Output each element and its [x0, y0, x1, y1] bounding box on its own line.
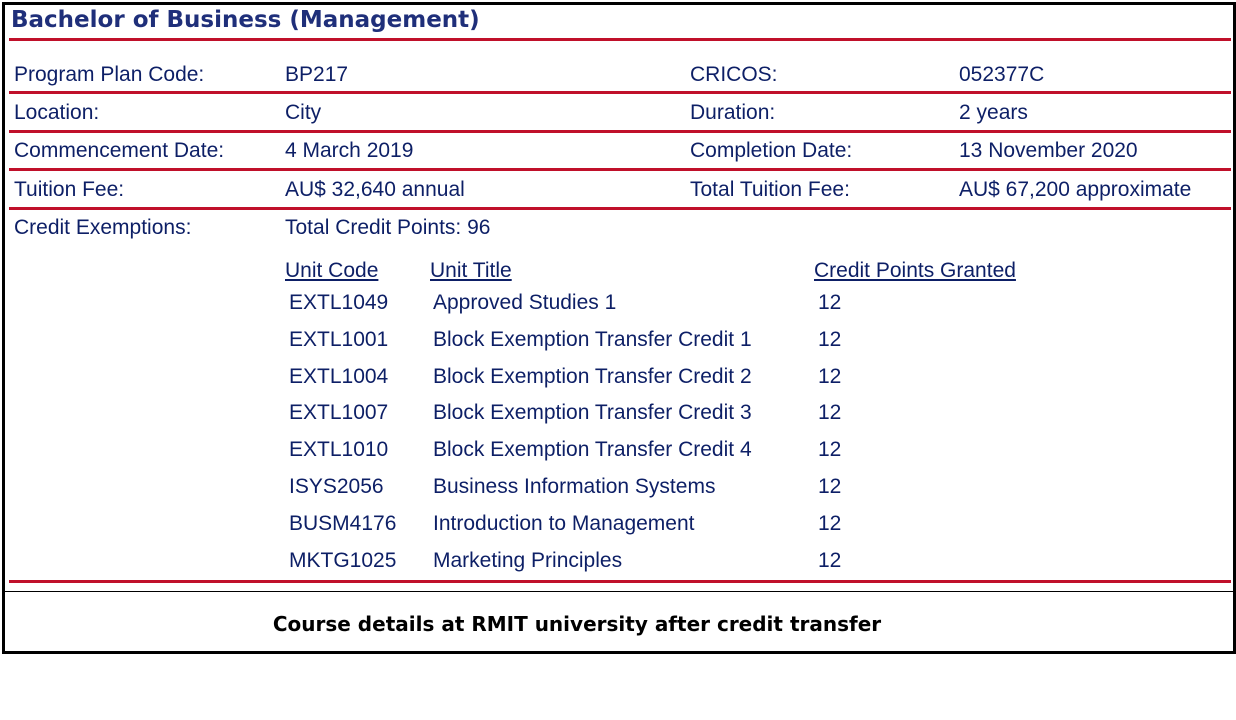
row-rule: [9, 91, 1231, 94]
unit-code: MKTG1025: [289, 549, 397, 572]
field-value-location: City: [285, 101, 322, 124]
unit-title: Introduction to Management: [433, 512, 695, 535]
document-title: Bachelor of Business (Management): [11, 7, 480, 33]
unit-title: Block Exemption Transfer Credit 3: [433, 401, 752, 424]
unit-code: BUSM4176: [289, 512, 397, 535]
bottom-rule: [9, 580, 1231, 583]
row-rule: [9, 168, 1231, 171]
field-value-total-tuition-fee: AU$ 67,200 approximate: [959, 178, 1192, 201]
unit-code: EXTL1010: [289, 438, 389, 461]
field-value-commencement-date: 4 March 2019: [285, 139, 414, 162]
column-header-unit-code: Unit Code: [285, 259, 379, 282]
unit-title: Business Information Systems: [433, 475, 716, 498]
unit-credit-points: 12: [818, 549, 842, 572]
field-value-completion-date: 13 November 2020: [959, 139, 1138, 162]
unit-credit-points: 12: [818, 438, 842, 461]
unit-title: Block Exemption Transfer Credit 2: [433, 365, 752, 388]
course-document: Bachelor of Business (Management) Progra…: [2, 2, 1236, 595]
field-label-duration: Duration:: [690, 101, 776, 124]
unit-code: ISYS2056: [289, 475, 384, 498]
title-rule: [9, 38, 1231, 41]
field-label-location: Location:: [14, 101, 100, 124]
unit-code: EXTL1001: [289, 328, 389, 351]
field-label-program-plan-code: Program Plan Code:: [14, 63, 205, 86]
unit-code: EXTL1004: [289, 365, 389, 388]
field-label-tuition-fee: Tuition Fee:: [14, 178, 125, 201]
figure-caption: Course details at RMIT university after …: [272, 612, 882, 636]
unit-credit-points: 12: [818, 328, 842, 351]
unit-code: EXTL1049: [289, 291, 389, 314]
unit-credit-points: 12: [818, 475, 842, 498]
unit-credit-points: 12: [818, 365, 842, 388]
field-label-cricos: CRICOS:: [690, 63, 778, 86]
caption-box: Course details at RMIT university after …: [2, 592, 1236, 654]
unit-title: Block Exemption Transfer Credit 1: [433, 328, 752, 351]
row-rule: [9, 207, 1231, 210]
unit-credit-points: 12: [818, 512, 842, 535]
field-value-program-plan-code: BP217: [285, 63, 349, 86]
unit-title: Approved Studies 1: [433, 291, 617, 314]
column-header-credit-points: Credit Points Granted: [814, 259, 1016, 282]
field-value-duration: 2 years: [959, 101, 1028, 124]
unit-credit-points: 12: [818, 291, 842, 314]
field-value-cricos: 052377C: [959, 63, 1045, 86]
field-label-completion-date: Completion Date:: [690, 139, 853, 162]
total-credit-points: Total Credit Points: 96: [285, 216, 491, 239]
field-label-total-tuition-fee: Total Tuition Fee:: [690, 178, 850, 201]
field-label-commencement-date: Commencement Date:: [14, 139, 225, 162]
credit-exemptions-label: Credit Exemptions:: [14, 216, 192, 239]
unit-title: Marketing Principles: [433, 549, 623, 572]
unit-title: Block Exemption Transfer Credit 4: [433, 438, 752, 461]
field-value-tuition-fee: AU$ 32,640 annual: [285, 178, 465, 201]
unit-credit-points: 12: [818, 401, 842, 424]
row-rule: [9, 130, 1231, 133]
column-header-unit-title: Unit Title: [430, 259, 512, 282]
unit-code: EXTL1007: [289, 401, 389, 424]
